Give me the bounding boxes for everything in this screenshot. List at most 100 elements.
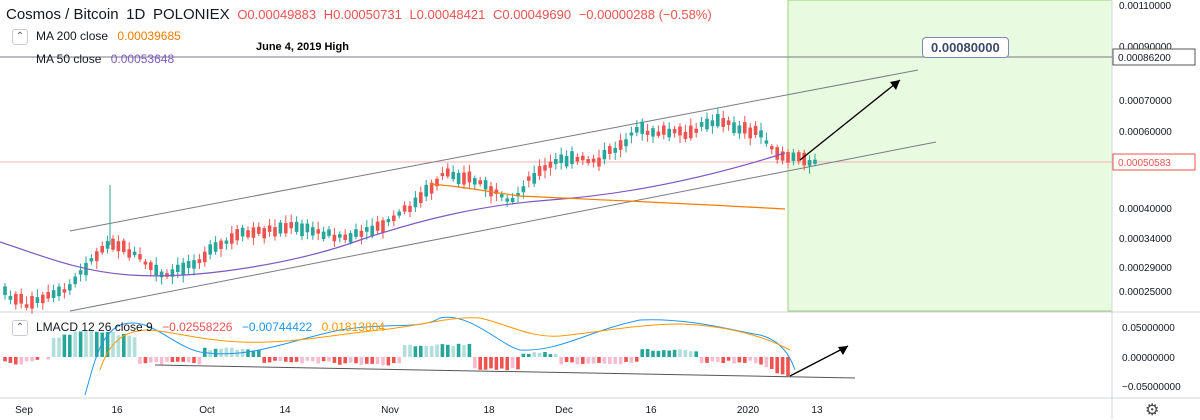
interval[interactable]: 1D [126,6,145,23]
candle [511,198,515,202]
candle [333,235,337,241]
macd-bar [338,357,342,365]
price-tick-label: 0.00029000 [1119,263,1172,274]
candle [392,216,396,222]
lmacd-legend[interactable]: LMACD 12 26 close 9 −0.02558226 −0.00744… [36,320,385,334]
symbol-name[interactable]: Cosmos / Bitcoin [6,6,119,23]
candle [754,126,758,135]
candle [117,241,121,251]
macd-bar [19,357,23,364]
macd-collapse-button[interactable]: ⌃ [12,320,28,336]
time-tick-label: 13 [811,405,823,416]
candle [576,157,580,161]
macd-tick-label: −0.05000000 [1122,382,1181,393]
macd-bar [640,349,644,357]
macd-bar [311,357,315,361]
price-tick-label: 0.00040000 [1119,204,1172,215]
candle [570,151,574,164]
candle [646,131,650,135]
gear-icon[interactable]: ⚙ [1145,400,1159,420]
time-tick-label: Dec [555,405,573,416]
candle [527,176,531,180]
candle [57,287,61,297]
macd-bar [716,357,720,362]
collapse-button[interactable]: ⌃ [12,29,28,45]
macd-trend-line [155,365,855,378]
lmacd-v1: −0.02558226 [162,320,232,334]
candle [381,220,385,232]
target-callout[interactable]: 0.00080000 [922,37,1009,58]
candle [592,159,596,163]
candle [468,172,472,183]
candle [376,222,380,231]
candle [349,233,353,243]
macd-bar [127,336,131,357]
lmacd-v2: −0.00744422 [242,320,312,334]
candle [365,227,369,232]
macd-bar [295,357,299,362]
macd-bar [694,351,698,357]
macd-bar [516,357,520,369]
candle [273,227,277,236]
candle [732,122,736,133]
macd-bar [360,357,364,365]
candle [565,156,569,166]
candle [743,122,747,133]
candle [457,173,461,184]
macd-bar [181,357,185,362]
macd-bar [408,345,412,357]
macd-bar [635,357,639,362]
macd-bar [705,357,709,363]
candle [711,120,715,126]
time-tick-label: 14 [279,405,291,416]
macd-bar [527,354,531,357]
candle [759,130,763,137]
macd-bar [673,350,677,357]
macd-bar [565,357,569,362]
change-value: −0.00000288 (−0.58%) [579,7,712,22]
candle [630,132,634,135]
candle [765,140,769,143]
candle [327,229,331,235]
ma200-label: MA 200 close [36,29,108,43]
candle [414,198,418,208]
candle [792,153,796,161]
candle [219,241,223,249]
macd-tick-label: 0.00000000 [1122,353,1175,364]
macd-bar [187,357,191,362]
macd-bar [122,334,126,357]
macd-bar [700,357,704,363]
macd-bar [25,357,29,361]
lmacd-label: LMACD 12 26 close 9 [36,320,153,334]
macd-bar [435,344,439,357]
candle [187,261,191,268]
macd-bar [52,338,56,357]
candle [41,295,45,303]
candle [770,146,774,149]
macd-bar [721,357,725,363]
candle [311,227,315,235]
macd-bar [219,349,223,357]
time-tick-label: Nov [381,405,399,416]
macd-bar [376,357,380,364]
candle [68,284,72,290]
candle [441,173,445,176]
macd-bar [770,357,774,369]
ma50-legend[interactable]: MA 50 close 0.00053648 [36,52,174,66]
macd-bar [90,331,94,357]
macd-bar [300,357,304,363]
ma200-legend[interactable]: MA 200 close 0.00039685 [36,29,181,43]
candle [424,185,428,197]
candle [667,129,671,138]
candle [36,297,40,303]
macd-bar [754,357,758,363]
macd-bar [3,357,7,361]
candle [538,166,542,176]
low-value: L0.00048421 [409,7,485,22]
macd-bar [457,344,461,357]
candle [138,254,142,259]
candle [90,258,94,261]
macd-arrow [790,346,848,376]
candle [619,140,623,150]
